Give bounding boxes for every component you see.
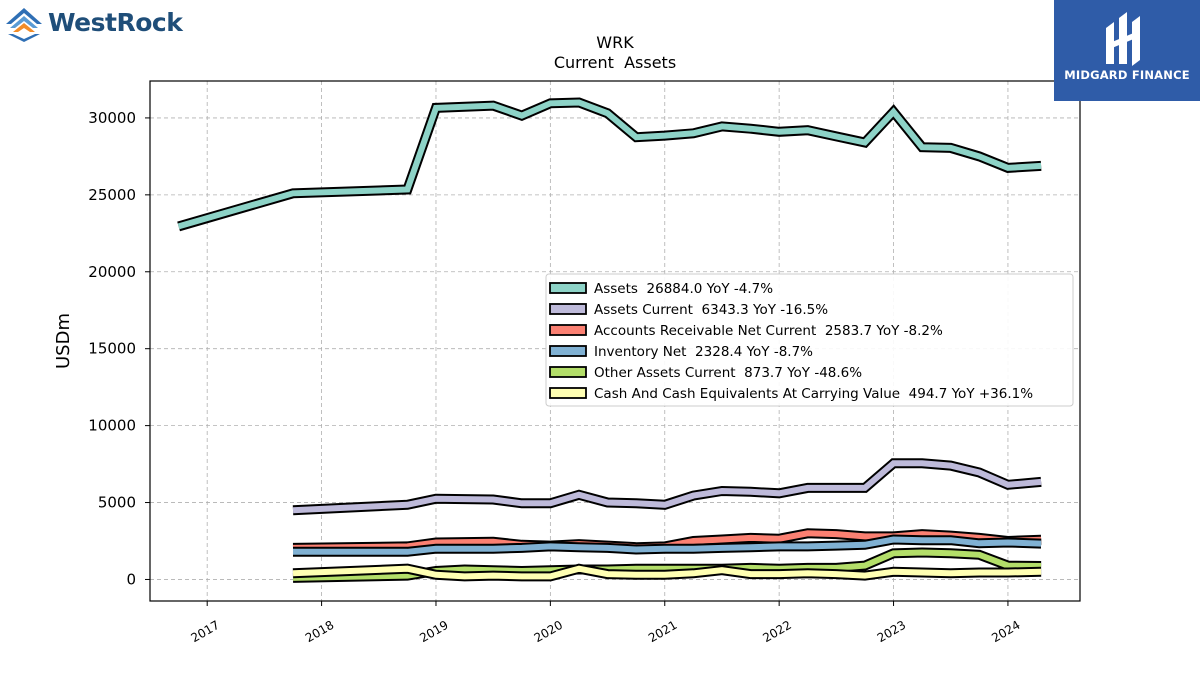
x-tick-label: 2020 (532, 618, 565, 645)
legend-label: Inventory Net 2328.4 YoY -8.7% (594, 344, 813, 360)
x-tick-label: 2023 (875, 618, 908, 645)
chart-subtitle: Current Assets (554, 53, 676, 72)
legend-box (545, 273, 1074, 407)
y-tick-label: 20000 (88, 263, 136, 281)
y-tick-label: 10000 (88, 417, 136, 435)
legend-label: Assets 26884.0 YoY -4.7% (594, 281, 773, 297)
midgard-logo-icon (1106, 12, 1140, 66)
x-tick-label: 2021 (646, 618, 679, 645)
series-line (293, 536, 1042, 555)
y-tick-label: 25000 (88, 186, 136, 204)
y-tick-label: 15000 (88, 340, 136, 358)
y-tick-label: 30000 (88, 109, 136, 127)
x-tick-label: 2022 (760, 618, 793, 645)
series-layer (177, 97, 1042, 583)
x-tick-label: 2024 (989, 618, 1022, 645)
legend-swatch (549, 345, 587, 357)
legend-swatch (549, 282, 587, 294)
legend-swatch (549, 366, 587, 378)
westrock-logo: WestRock (4, 4, 194, 44)
westrock-logo-text: WestRock (48, 8, 183, 37)
y-axis-label: USDm (53, 313, 74, 369)
chart-title: WRK (596, 33, 634, 52)
series-outline (177, 97, 1042, 232)
legend-label: Other Assets Current 873.7 YoY -48.6% (594, 365, 862, 381)
legend-label: Accounts Receivable Net Current 2583.7 Y… (594, 323, 943, 339)
y-tick-label: 5000 (98, 494, 136, 512)
x-tick-label: 2017 (188, 618, 221, 645)
legend-label: Cash And Cash Equivalents At Carrying Va… (594, 386, 1033, 402)
midgard-logo-text: MIDGARD FINANCE (1064, 68, 1190, 82)
legend: Assets 26884.0 YoY -4.7% Assets Current 6… (545, 273, 1074, 407)
series-line (292, 460, 1042, 514)
plot-frame (149, 80, 1081, 602)
legend-swatch (549, 387, 587, 399)
x-tick-label: 2018 (303, 618, 336, 645)
axis-ticks: 0 5000 10000 15000 20000 25000 30000 2017 2018 20… (88, 109, 1022, 645)
y-tick-label: 0 (126, 570, 136, 588)
x-tick-label: 2019 (417, 618, 450, 645)
westrock-logo-icon (6, 8, 42, 42)
series-line (292, 565, 1042, 580)
legend-label: Assets Current 6343.3 YoY -16.5% (594, 302, 828, 318)
legend-swatch (549, 303, 587, 315)
legend-swatch (549, 324, 587, 336)
series-line (177, 99, 1042, 230)
midgard-finance-logo: MIDGARD FINANCE (1054, 0, 1200, 101)
